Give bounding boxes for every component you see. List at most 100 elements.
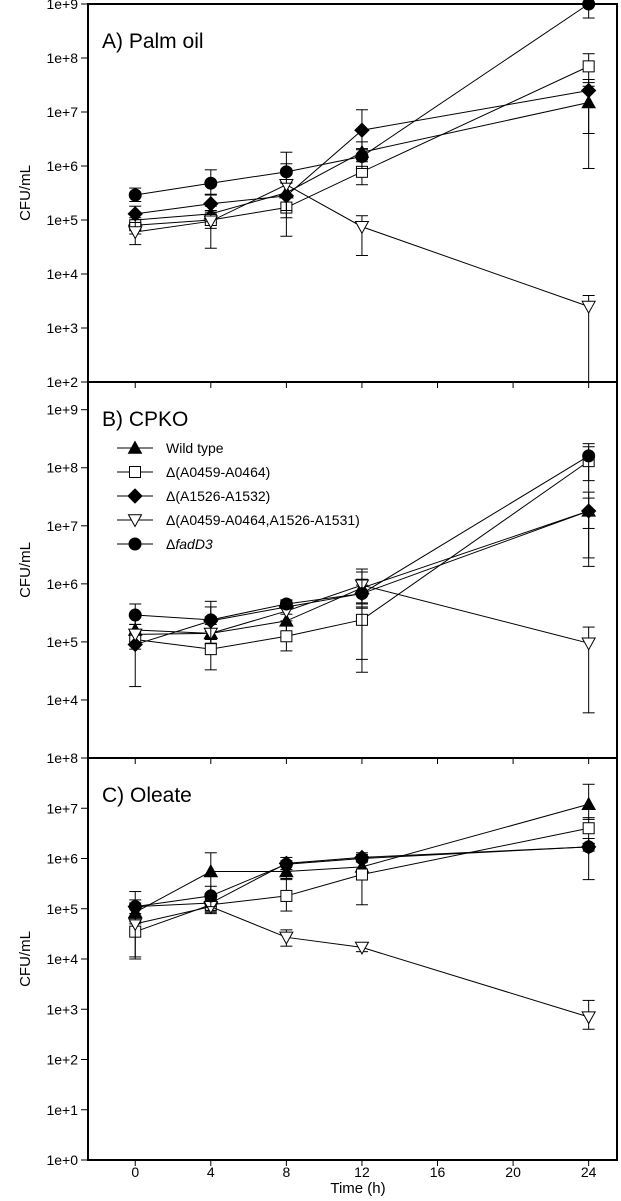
- data-point: [128, 608, 142, 622]
- data-point: [582, 840, 596, 854]
- y-tick-label: 1e+5: [46, 634, 78, 650]
- data-point: [204, 613, 218, 627]
- legend-item: Δ(A0459-A0464,A1526-A1531): [117, 512, 360, 528]
- legend-item: ΔfadD3: [117, 536, 213, 552]
- data-point: [581, 637, 597, 651]
- data-point: [204, 889, 218, 903]
- series-4: [127, 900, 597, 1030]
- data-point: [580, 82, 597, 99]
- y-tick-label: 1e+8: [46, 750, 78, 766]
- data-point: [581, 300, 597, 315]
- y-axis-title: CFU/mL: [17, 931, 34, 987]
- chart-panel-3: C) Oleate CFU/mL 1e+0 1e+1 1e+2 1e+3 1e+4 1e+5 1…: [17, 750, 618, 1168]
- series-3: [127, 78, 597, 223]
- data-point: [280, 889, 293, 902]
- panel-title: C) Oleate: [102, 784, 192, 807]
- data-point: [279, 931, 294, 945]
- x-tick-label: 24: [581, 1164, 597, 1180]
- x-tick-label: 4: [207, 1164, 215, 1180]
- legend-item: Wild type: [117, 440, 224, 456]
- y-tick-label: 1e+1: [46, 1102, 78, 1118]
- y-tick-label: 1e+4: [46, 692, 78, 708]
- data-point: [128, 900, 142, 914]
- data-point: [204, 643, 217, 656]
- data-point: [204, 176, 218, 190]
- x-axis-title: Time (h): [330, 1180, 385, 1197]
- data-point: [582, 60, 595, 73]
- legend: Wild type Δ(A0459-A0464) Δ(A1526-A1532) Δ(A…: [117, 440, 360, 552]
- y-tick-label: 1e+4: [46, 951, 78, 967]
- data-point: [279, 597, 293, 611]
- y-tick-label: 1e+9: [46, 402, 78, 418]
- legend-marker: [127, 488, 143, 504]
- data-point: [279, 857, 293, 871]
- series-4: [127, 163, 597, 383]
- y-axis-title: CFU/mL: [17, 542, 34, 598]
- series-5: [128, 0, 596, 203]
- data-point: [280, 630, 293, 643]
- data-point: [127, 226, 143, 240]
- data-point: [582, 0, 596, 11]
- legend-label: Wild type: [166, 440, 224, 456]
- series-5: [128, 443, 596, 640]
- x-axis: 0 4 8 12 16 20 24: [131, 1164, 596, 1180]
- panel-title: B) CPKO: [102, 408, 188, 431]
- plot-frame: [87, 381, 618, 759]
- y-tick-label: 1e+5: [46, 901, 78, 917]
- y-tick-label: 1e+2: [46, 1052, 78, 1068]
- legend-label: ΔfadD3: [166, 536, 213, 552]
- legend-item: Δ(A1526-A1532): [117, 488, 270, 504]
- x-tick-label: 16: [430, 1164, 446, 1180]
- data-point: [127, 206, 143, 222]
- y-tick-label: 1e+6: [46, 158, 78, 174]
- series-line: [135, 906, 589, 1018]
- x-tick-label: 0: [131, 1164, 139, 1180]
- x-tick-label: 8: [282, 1164, 290, 1180]
- chart-panel-1: A) Palm oil CFU/mL 1e+2 1e+3 1e+4 1e+5 1e+6 1e+…: [17, 0, 618, 390]
- y-tick-label: 1e+4: [46, 266, 78, 282]
- y-tick-label: 1e+9: [46, 0, 78, 12]
- data-point: [354, 122, 370, 138]
- series-5: [128, 840, 596, 921]
- data-point: [355, 587, 369, 601]
- y-axis-title: CFU/mL: [17, 165, 34, 221]
- data-point: [355, 149, 369, 163]
- y-tick-label: 1e+8: [46, 50, 78, 66]
- legend-label-italic: fadD3: [175, 536, 213, 552]
- data-point: [128, 188, 142, 202]
- y-tick-label: 1e+6: [46, 576, 78, 592]
- data-point: [355, 852, 369, 865]
- legend-marker: [127, 440, 143, 454]
- y-tick-label: 1e+8: [46, 460, 78, 476]
- data-point: [203, 215, 219, 229]
- y-tick-label: 1e+3: [46, 320, 78, 336]
- data-point: [354, 221, 370, 235]
- legend-marker: [127, 514, 143, 528]
- data-point: [355, 868, 368, 881]
- plot-frame: [87, 3, 618, 383]
- legend-label: Δ(A0459-A0464,A1526-A1531): [166, 512, 360, 528]
- legend-marker: [129, 466, 141, 478]
- panel-title: A) Palm oil: [102, 30, 204, 53]
- legend-label: Δ(A0459-A0464): [166, 464, 270, 480]
- data-point: [354, 941, 370, 955]
- y-tick-label: 1e+7: [46, 800, 78, 816]
- y-tick-label: 1e+6: [46, 851, 78, 867]
- chart-panels: A) Palm oil CFU/mL 1e+2 1e+3 1e+4 1e+5 1e+6 1e+…: [17, 0, 618, 1168]
- data-point: [203, 196, 219, 212]
- data-point: [582, 449, 596, 463]
- y-tick-label: 1e+7: [46, 518, 78, 534]
- data-point: [279, 165, 293, 179]
- legend-item: Δ(A0459-A0464): [117, 464, 270, 480]
- legend-marker: [128, 537, 142, 551]
- y-tick-label: 1e+0: [46, 1152, 78, 1168]
- x-tick-label: 20: [505, 1164, 521, 1180]
- series-2: [129, 817, 595, 960]
- legend-label: Δ(A1526-A1532): [166, 488, 270, 504]
- y-tick-label: 1e+5: [46, 212, 78, 228]
- x-tick-label: 12: [354, 1164, 370, 1180]
- data-point: [581, 1011, 597, 1025]
- y-tick-label: 1e+3: [46, 1001, 78, 1017]
- data-point: [581, 796, 597, 810]
